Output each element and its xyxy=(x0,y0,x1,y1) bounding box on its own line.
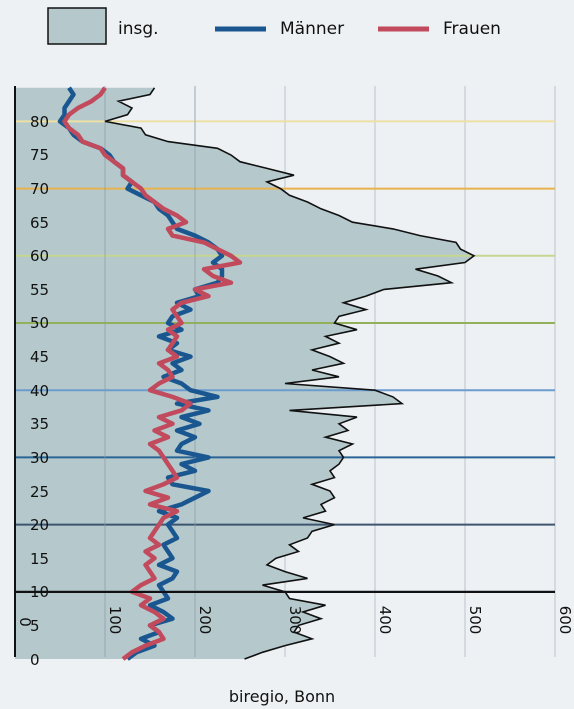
y-tick-65: 65 xyxy=(30,214,49,232)
overlay-grid-lines xyxy=(104,86,196,657)
y-tick-20: 20 xyxy=(30,516,49,534)
legend-label-insg: insg. xyxy=(118,19,159,39)
x-tick-500: 500 xyxy=(466,606,484,635)
legend-label-frauen: Frauen xyxy=(443,19,501,39)
y-tick-70: 70 xyxy=(30,180,49,198)
x-tick-300: 300 xyxy=(286,606,304,635)
y-tick-50: 50 xyxy=(30,314,49,332)
y-tick-15: 15 xyxy=(30,550,49,568)
y-tick-80: 80 xyxy=(30,113,49,131)
axes xyxy=(14,86,555,657)
legend: insg. Männer Frauen xyxy=(47,7,501,45)
x-tick-0: 0 xyxy=(16,617,34,627)
y-tick-10: 10 xyxy=(30,583,49,601)
y-tick-60: 60 xyxy=(30,247,49,265)
source-label: biregio, Bonn xyxy=(229,687,335,706)
y-tick-40: 40 xyxy=(30,382,49,400)
series-line-frauen xyxy=(62,86,243,661)
y-tick-5: 5 xyxy=(30,617,40,635)
x-tick-100: 100 xyxy=(106,606,124,635)
series-area-insg xyxy=(15,87,474,660)
legend-swatch-insg xyxy=(47,7,107,45)
y-tick-labels: 0 5 10 15 20 25 30 35 40 45 50 55 60 65 … xyxy=(30,113,49,669)
y-tick-75: 75 xyxy=(30,146,49,164)
y-tick-35: 35 xyxy=(30,415,49,433)
y-tick-0: 0 xyxy=(30,651,40,669)
y-tick-30: 30 xyxy=(30,449,49,467)
legend-label-maenner: Männer xyxy=(280,19,344,39)
x-tick-200: 200 xyxy=(196,606,214,635)
x-tick-600: 600 xyxy=(556,606,574,635)
y-tick-55: 55 xyxy=(30,281,49,299)
x-tick-400: 400 xyxy=(376,606,394,635)
y-tick-45: 45 xyxy=(30,348,49,366)
series-outline-insg xyxy=(104,87,476,660)
y-tick-25: 25 xyxy=(30,483,49,501)
x-tick-labels: 0 100 200 300 400 500 600 xyxy=(16,606,574,635)
